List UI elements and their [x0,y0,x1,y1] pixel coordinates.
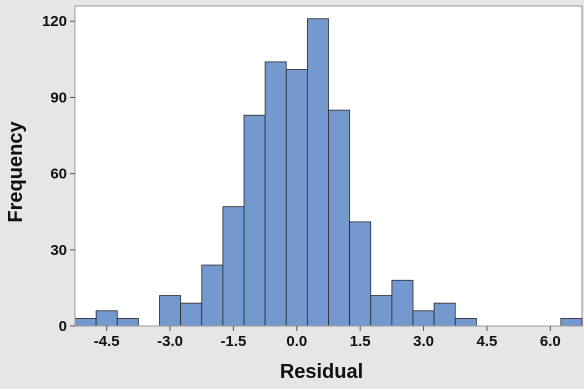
y-axis-label: Frequency [5,121,27,223]
histogram-bar [307,19,328,326]
histogram-bar [329,110,350,326]
x-tick-label: -3.0 [157,333,183,350]
x-axis-label: Residual [280,361,363,383]
x-tick-label: -1.5 [221,333,247,350]
histogram-bar [244,115,265,326]
x-tick-label: 4.5 [477,333,498,350]
x-tick-label: 0.0 [286,333,307,350]
x-tick-label: -4.5 [94,333,120,350]
y-tick-label: 0 [59,318,67,335]
histogram-bar [96,311,117,326]
x-tick-label: 3.0 [413,333,434,350]
histogram-bar [392,280,413,326]
x-tick-label: 6.0 [540,333,561,350]
x-axis: -4.5 -3.0 -1.5 0.0 1.5 3.0 4.5 6.0 [75,326,582,350]
histogram-bar [160,296,181,326]
histogram-bar [223,207,244,326]
histogram-bar [434,303,455,326]
histogram-bar [202,265,223,326]
y-tick-label: 30 [50,242,67,259]
y-tick-label: 120 [42,13,67,30]
histogram-bar [265,62,286,326]
histogram-bar [350,222,371,326]
histogram-bar [286,69,307,326]
histogram-bar [117,318,138,326]
histogram-bar [371,296,392,326]
x-tick-label: 1.5 [350,333,371,350]
histogram-bar [455,318,476,326]
histogram-bar [561,318,582,326]
histogram-bar [413,311,434,326]
y-tick-label: 90 [50,89,67,106]
y-tick-label: 60 [50,166,67,183]
histogram-bar [75,318,96,326]
histogram-bar [181,303,202,326]
y-axis: 0 30 60 90 120 [42,6,75,335]
